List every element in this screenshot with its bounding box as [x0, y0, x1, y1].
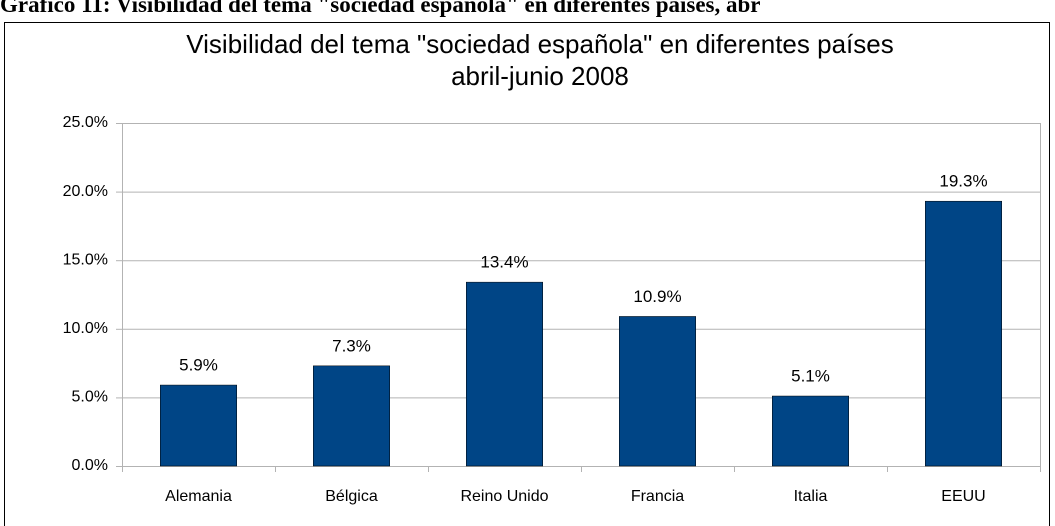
y-tick-label: 0.0%	[72, 457, 108, 474]
x-tick-label: EEUU	[941, 488, 985, 505]
x-tick-label: Alemania	[165, 488, 232, 505]
y-tick-label: 20.0%	[63, 183, 108, 200]
bar	[160, 384, 237, 467]
value-label: 10.9%	[633, 287, 681, 306]
value-label: 19.3%	[939, 172, 987, 191]
y-tick-label: 10.0%	[63, 320, 108, 337]
bar	[313, 365, 390, 467]
bar	[619, 316, 696, 467]
chart-title: Visibilidad del tema "sociedad española"…	[186, 29, 893, 59]
bar	[466, 281, 543, 467]
y-tick-label: 5.0%	[72, 389, 108, 406]
caption: Gráfico 11: Visibilidad del tema "socied…	[0, 0, 761, 17]
value-label: 5.9%	[179, 356, 218, 375]
x-tick-label: Bélgica	[325, 488, 378, 505]
bar	[772, 395, 849, 467]
x-tick-label: Francia	[631, 488, 684, 505]
y-tick-label: 25.0%	[63, 114, 108, 131]
x-tick-label: Reino Unido	[460, 488, 548, 505]
bar	[925, 200, 1002, 467]
value-label: 7.3%	[332, 336, 371, 355]
value-label: 13.4%	[480, 253, 528, 272]
x-tick-label: Italia	[794, 488, 828, 505]
chart-subtitle: abril-junio 2008	[451, 61, 629, 91]
y-tick-label: 15.0%	[63, 251, 108, 268]
value-label: 5.1%	[791, 367, 830, 386]
